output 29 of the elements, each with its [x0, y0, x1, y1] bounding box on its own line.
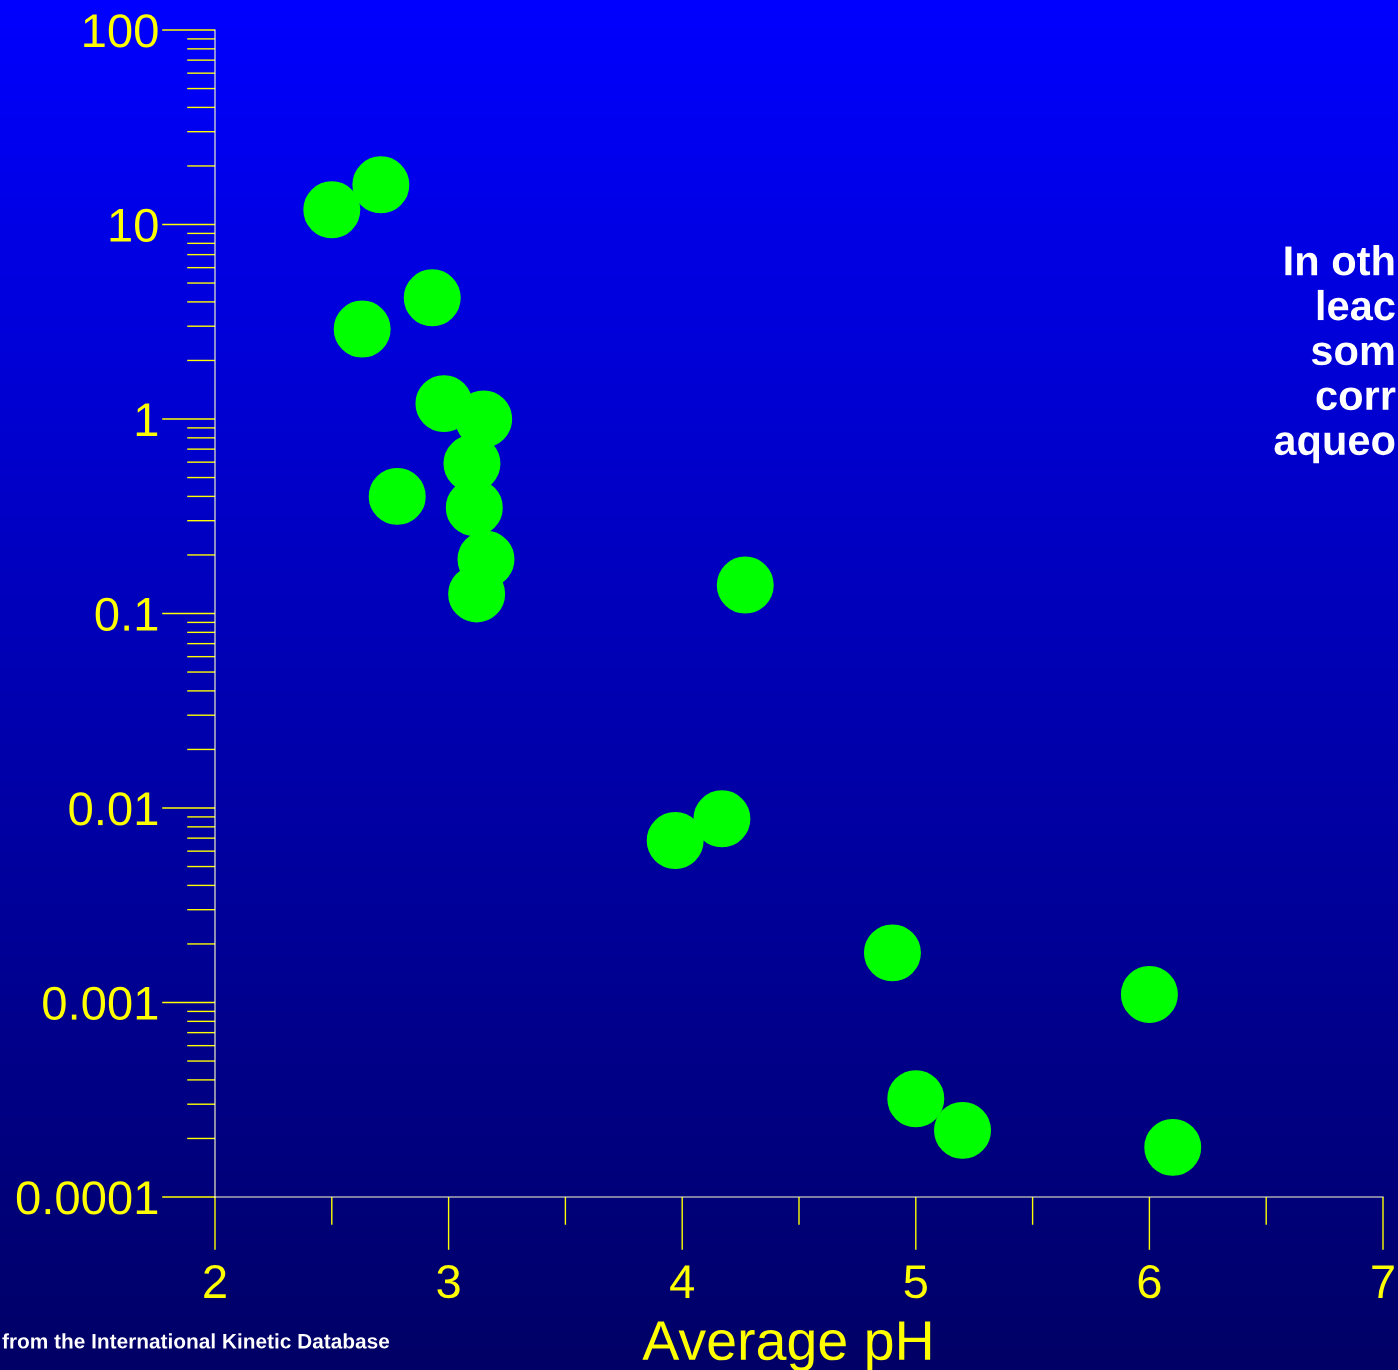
text: from the International Kinetic Database	[2, 1333, 390, 1349]
y-tick-label: 0.001	[43, 986, 158, 1021]
x-tick-label: 3	[437, 1264, 460, 1299]
point	[693, 790, 751, 848]
x-tick-label: 5	[904, 1265, 927, 1299]
y-tick-label: 0.0001	[16, 1181, 158, 1215]
y-tick-label: 10	[110, 208, 158, 243]
point	[1120, 965, 1178, 1023]
x-tick-label: 2	[204, 1264, 226, 1298]
y-tick-label: 0.1	[95, 597, 158, 632]
y-tick-label: 1	[136, 403, 158, 437]
annotation: In oth leac som corr aqueo	[1274, 245, 1396, 464]
point	[716, 556, 774, 614]
x-tick-label: 7	[1372, 1265, 1394, 1298]
point	[368, 467, 426, 525]
point	[1144, 1118, 1202, 1176]
x-tick-label: 4	[670, 1265, 694, 1298]
point	[333, 300, 391, 358]
point	[887, 1070, 945, 1128]
point	[352, 156, 410, 214]
y-tick-label: 100	[84, 14, 158, 48]
point	[863, 924, 921, 982]
point	[403, 269, 461, 327]
point	[934, 1101, 991, 1159]
point	[303, 181, 361, 239]
x-tick-label: 6	[1138, 1264, 1161, 1299]
point	[455, 390, 513, 448]
y-tick-label: 0.01	[69, 792, 158, 826]
point	[646, 812, 704, 870]
